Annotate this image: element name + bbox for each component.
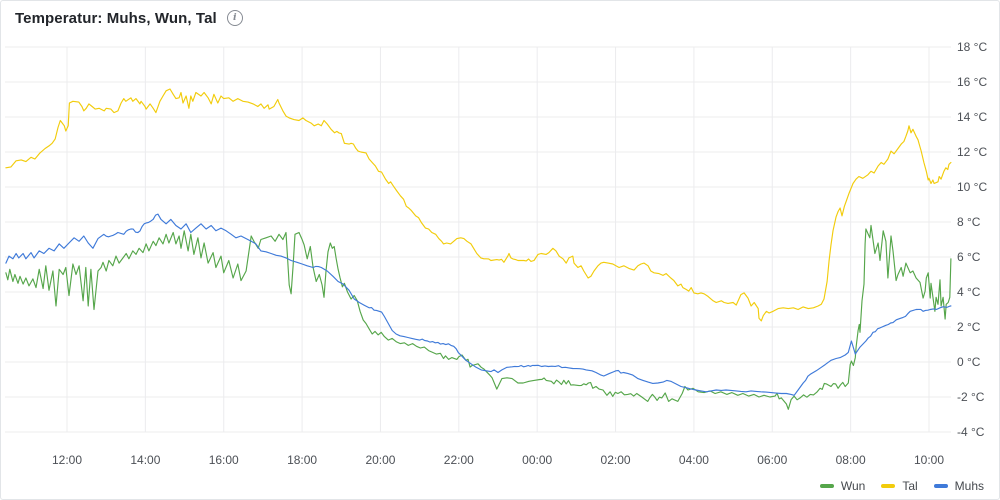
legend-swatch-icon [881, 484, 896, 488]
y-tick-label: 14 °C [957, 109, 988, 124]
x-tick-label: 02:00 [600, 453, 631, 467]
panel-title: Temperatur: Muhs, Wun, Tal [15, 9, 217, 27]
legend-item-muhs[interactable]: Muhs [933, 479, 984, 493]
series-line-muhs [5, 213, 952, 396]
x-tick-label: 12:00 [51, 453, 83, 467]
x-tick-label: 08:00 [835, 453, 866, 467]
x-tick-label: 16:00 [208, 453, 239, 467]
legend: Wun Tal Muhs [819, 479, 984, 493]
y-tick-label: -4 °C [957, 424, 985, 439]
x-tick-label: 22:00 [443, 453, 474, 467]
series-line-wun [5, 224, 952, 410]
legend-label: Muhs [954, 479, 984, 493]
y-tick-label: 10 °C [957, 179, 988, 194]
y-tick-label: 4 °C [957, 284, 981, 299]
x-tick-label: 14:00 [130, 453, 161, 467]
x-tick-label: 20:00 [365, 453, 396, 467]
legend-item-wun[interactable]: Wun [819, 479, 866, 493]
x-tick-label: 00:00 [522, 453, 553, 467]
y-tick-label: 8 °C [957, 214, 981, 229]
legend-item-tal[interactable]: Tal [881, 479, 918, 493]
y-tick-label: 18 °C [957, 39, 988, 54]
legend-swatch-icon [819, 484, 834, 488]
legend-swatch-icon [933, 484, 948, 488]
info-icon[interactable]: i [226, 10, 243, 26]
x-tick-label: 10:00 [913, 453, 945, 467]
x-tick-label: 18:00 [287, 453, 318, 467]
y-tick-label: -2 °C [957, 389, 985, 404]
series-line-tal [5, 88, 952, 322]
y-tick-label: 16 °C [957, 74, 988, 89]
legend-label: Wun [840, 479, 866, 493]
x-tick-label: 06:00 [757, 453, 788, 467]
y-tick-label: 6 °C [957, 249, 981, 264]
x-tick-label: 04:00 [678, 453, 709, 467]
panel-header: Temperatur: Muhs, Wun, Tal i [1, 1, 999, 35]
y-tick-label: 12 °C [957, 144, 988, 159]
y-tick-label: 0 °C [957, 354, 981, 369]
legend-label: Tal [902, 479, 918, 493]
y-tick-label: 2 °C [957, 319, 981, 334]
